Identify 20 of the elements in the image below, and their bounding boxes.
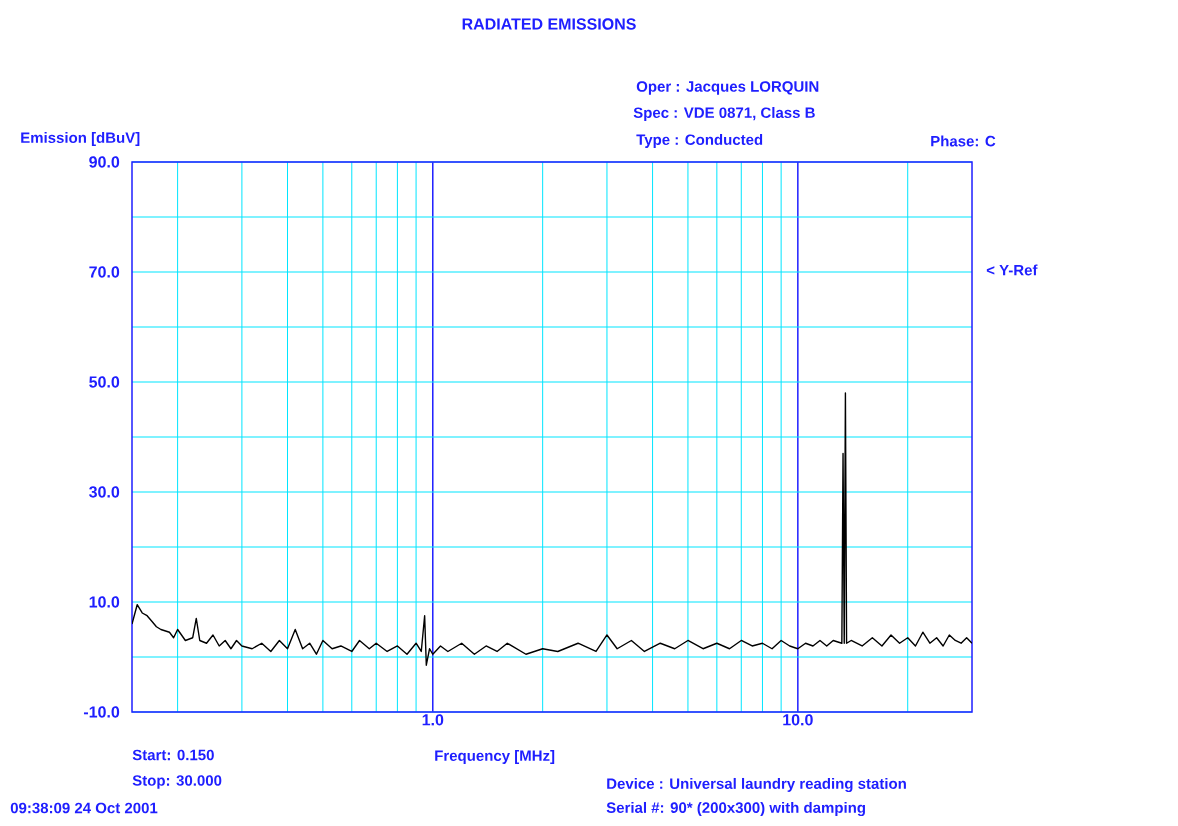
text: Spec : VDE 0871, Class B bbox=[633, 107, 815, 121]
text: Device : Universal laundry reading station bbox=[607, 777, 906, 793]
y-tick-label: 30.0 bbox=[89, 486, 120, 498]
y-tick-label: 10.0 bbox=[89, 596, 120, 608]
text: 09:38:09 24 Oct 2001 bbox=[10, 802, 158, 814]
text: < Y-Ref bbox=[986, 264, 1038, 276]
x-axis-title: Frequency [MHz] bbox=[435, 749, 555, 764]
text: Phase: C bbox=[931, 135, 996, 147]
text: Serial #: 90* (200x300) with damping bbox=[606, 801, 865, 817]
text: Type : Conducted bbox=[636, 133, 763, 148]
x-tick-label: 1.0 bbox=[422, 714, 444, 726]
text: Stop: 30.000 bbox=[132, 775, 222, 789]
y-axis-title: Emission [dBuV] bbox=[21, 132, 140, 146]
chart-title: RADIATED EMISSIONS bbox=[462, 18, 636, 30]
y-tick-label: -10.0 bbox=[83, 706, 120, 718]
y-tick-label: 50.0 bbox=[89, 376, 120, 388]
y-tick-label: 90.0 bbox=[89, 156, 120, 168]
y-tick-label: 70.0 bbox=[89, 266, 120, 278]
text: Oper : Jacques LORQUIN bbox=[636, 81, 819, 95]
text: Start: 0.150 bbox=[132, 749, 214, 761]
